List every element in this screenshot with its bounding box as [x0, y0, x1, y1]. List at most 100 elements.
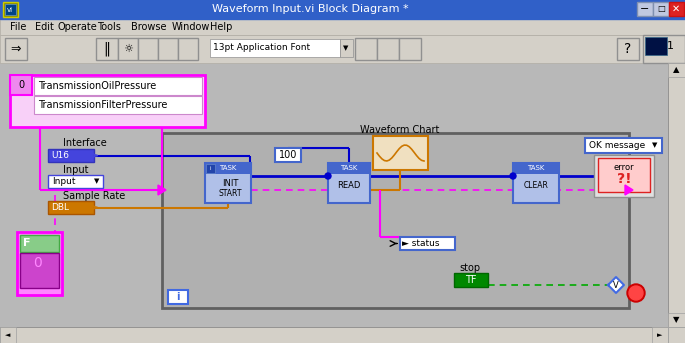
- Text: Interface: Interface: [63, 138, 107, 148]
- Bar: [275, 148, 301, 162]
- Text: ⇒: ⇒: [11, 43, 21, 56]
- Text: Waveform Chart: Waveform Chart: [360, 125, 440, 135]
- Text: ?: ?: [624, 42, 632, 56]
- Text: i: i: [210, 166, 211, 171]
- Text: vi: vi: [7, 7, 13, 13]
- Bar: [5, 38, 27, 60]
- Text: ☼: ☼: [123, 44, 133, 54]
- Circle shape: [629, 286, 643, 300]
- Text: i: i: [176, 292, 179, 302]
- Text: F: F: [23, 238, 31, 248]
- Polygon shape: [608, 277, 624, 293]
- Bar: [377, 38, 399, 60]
- Circle shape: [627, 284, 645, 302]
- Bar: [0, 0, 685, 19]
- Bar: [5, 4, 16, 15]
- Bar: [454, 273, 488, 287]
- Text: Help: Help: [210, 22, 232, 32]
- Bar: [48, 201, 94, 214]
- Bar: [645, 37, 667, 55]
- Text: 13pt Application Font: 13pt Application Font: [213, 44, 310, 52]
- Text: Browse: Browse: [131, 22, 166, 32]
- Bar: [328, 163, 370, 203]
- Bar: [0, 35, 685, 63]
- Bar: [96, 38, 118, 60]
- Text: Operate: Operate: [58, 22, 98, 32]
- Text: ▼: ▼: [95, 178, 100, 185]
- Bar: [585, 138, 662, 153]
- Text: Input: Input: [63, 165, 88, 175]
- Bar: [118, 38, 138, 60]
- Text: ►: ►: [658, 332, 662, 338]
- Bar: [178, 38, 198, 60]
- Text: □: □: [657, 4, 665, 13]
- Text: File: File: [10, 22, 27, 32]
- Text: Waveform Input.vi Block Diagram *: Waveform Input.vi Block Diagram *: [212, 4, 408, 14]
- Text: 0: 0: [18, 80, 24, 90]
- Bar: [17, 232, 62, 295]
- Bar: [0, 327, 16, 343]
- Text: ✕: ✕: [672, 4, 680, 14]
- Text: ▼: ▼: [652, 142, 658, 149]
- Bar: [0, 19, 685, 35]
- Text: ◄: ◄: [5, 332, 11, 338]
- Bar: [0, 63, 668, 327]
- Text: 100: 100: [279, 150, 297, 160]
- Bar: [643, 35, 685, 63]
- Text: ► status: ► status: [402, 239, 440, 248]
- Text: 0: 0: [33, 256, 41, 270]
- Text: Input: Input: [52, 177, 75, 186]
- Bar: [594, 155, 654, 197]
- Bar: [400, 237, 455, 250]
- Text: Tools: Tools: [97, 22, 121, 32]
- Text: TASK: TASK: [219, 166, 237, 172]
- Bar: [48, 149, 94, 162]
- Bar: [205, 163, 251, 203]
- Text: ▼: ▼: [343, 45, 349, 51]
- Text: TASK: TASK: [340, 166, 358, 172]
- Text: Edit: Edit: [35, 22, 54, 32]
- Bar: [328, 163, 370, 174]
- Bar: [0, 327, 668, 343]
- Bar: [617, 38, 639, 60]
- Text: READ: READ: [337, 180, 361, 189]
- Bar: [669, 2, 684, 16]
- Bar: [34, 96, 202, 114]
- Text: TransmissionFilterPressure: TransmissionFilterPressure: [38, 100, 167, 110]
- Bar: [653, 2, 669, 16]
- Bar: [373, 136, 428, 170]
- Text: TF: TF: [465, 275, 477, 285]
- Bar: [210, 39, 340, 57]
- Text: −: −: [640, 4, 649, 14]
- Bar: [637, 2, 653, 16]
- Text: V: V: [613, 281, 619, 289]
- Bar: [355, 38, 377, 60]
- Text: START: START: [219, 189, 242, 198]
- Bar: [668, 63, 685, 77]
- Bar: [206, 164, 215, 173]
- Bar: [513, 163, 559, 174]
- Text: ▼: ▼: [673, 316, 680, 324]
- Bar: [158, 38, 178, 60]
- Text: INIT: INIT: [222, 178, 238, 188]
- Bar: [20, 253, 59, 288]
- Text: 1: 1: [667, 41, 673, 51]
- Circle shape: [510, 173, 516, 179]
- Bar: [168, 290, 188, 304]
- Circle shape: [325, 173, 331, 179]
- Polygon shape: [625, 185, 633, 195]
- Text: CLEAR: CLEAR: [523, 180, 549, 189]
- Bar: [598, 158, 650, 192]
- Bar: [668, 313, 685, 327]
- Bar: [138, 38, 158, 60]
- Text: ?!: ?!: [616, 172, 632, 186]
- Bar: [652, 327, 668, 343]
- Bar: [399, 38, 421, 60]
- Bar: [48, 175, 103, 188]
- Text: stop: stop: [460, 263, 481, 273]
- Text: Window: Window: [172, 22, 210, 32]
- Bar: [340, 39, 353, 57]
- Bar: [20, 235, 59, 252]
- Text: DBL: DBL: [51, 203, 69, 212]
- Bar: [3, 2, 18, 17]
